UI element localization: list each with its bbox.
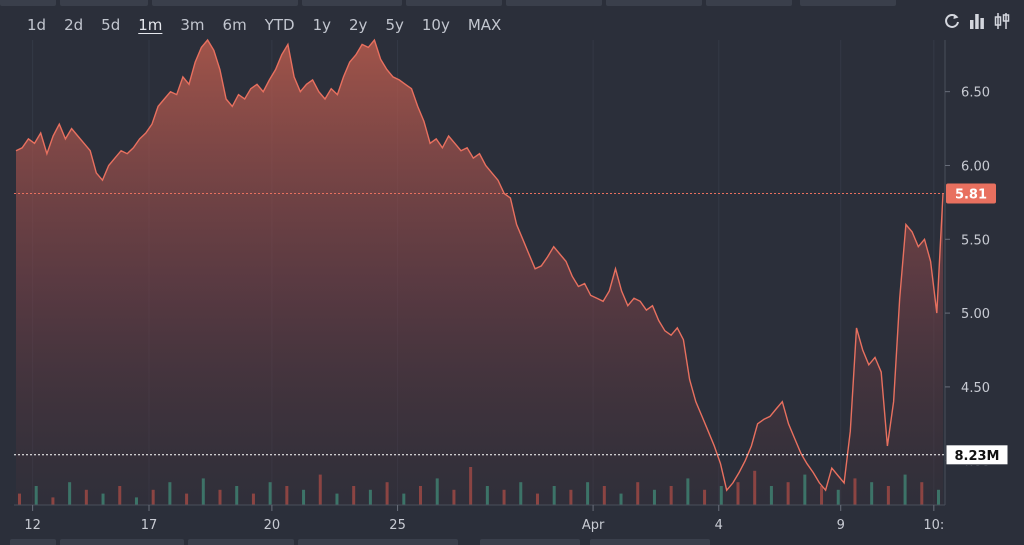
x-tick-label: 12 <box>24 518 41 533</box>
range-1d[interactable]: 1d <box>27 16 47 34</box>
refresh-icon[interactable] <box>944 12 960 30</box>
range-5y[interactable]: 5y <box>385 16 404 34</box>
current-price-label: 5.81 <box>955 188 987 203</box>
y-tick-label: 6.00 <box>961 159 990 174</box>
range-3m[interactable]: 3m <box>180 16 205 34</box>
volume-marker-tag: 8.23M <box>945 444 1009 466</box>
candlestick-icon[interactable] <box>994 12 1010 30</box>
range-2y[interactable]: 2y <box>349 16 368 34</box>
x-tick-label: 20 <box>264 518 281 533</box>
x-tick-label: Apr <box>582 518 605 533</box>
chart-toolbar <box>944 12 1010 30</box>
x-tick-label: 10: <box>923 518 944 533</box>
range-1m[interactable]: 1m <box>138 16 163 34</box>
x-tick-label: 9 <box>837 518 845 533</box>
price-line <box>15 38 944 492</box>
range-2d[interactable]: 2d <box>64 16 84 34</box>
y-tick-label: 6.50 <box>961 86 990 101</box>
y-tick-label: 5.00 <box>961 307 990 322</box>
range-1y[interactable]: 1y <box>312 16 332 34</box>
bar-chart-icon[interactable] <box>969 12 985 30</box>
range-10y[interactable]: 10y <box>421 16 450 34</box>
x-tick-label: 25 <box>389 518 406 533</box>
top-tab-strip <box>0 0 1024 6</box>
x-tick-label: 17 <box>141 518 158 533</box>
bottom-tab-strip <box>0 539 1024 545</box>
volume-marker-label: 8.23M <box>954 449 999 464</box>
price-area <box>16 40 943 505</box>
x-axis: 12 17 20 25 Apr 4 9 10: <box>24 505 944 533</box>
range-5d[interactable]: 5d <box>101 16 121 34</box>
range-ytd[interactable]: YTD <box>264 16 295 34</box>
y-axis: 6.506.005.505.004.504.00 <box>945 86 990 470</box>
range-6m[interactable]: 6m <box>222 16 247 34</box>
range-selector: 1d 2d 5d 1m 3m 6m YTD 1y 2y 5y 10y MAX <box>18 14 510 36</box>
current-price-tag: 5.81 <box>946 183 996 204</box>
range-max[interactable]: MAX <box>467 16 502 34</box>
y-tick-label: 4.50 <box>961 381 990 396</box>
y-tick-label: 5.50 <box>961 233 990 248</box>
x-tick-label: 4 <box>715 518 723 533</box>
